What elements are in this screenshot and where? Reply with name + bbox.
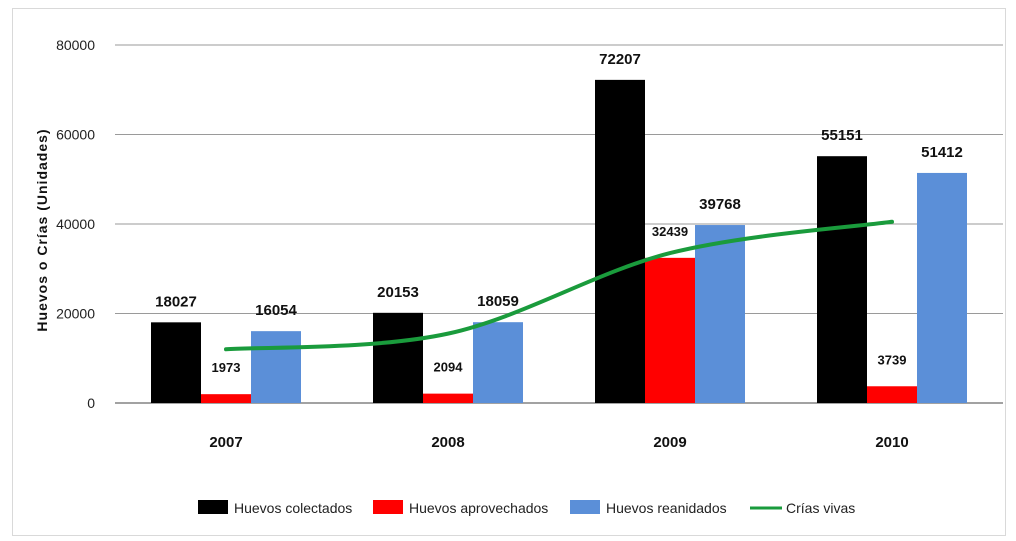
- bar-huevos-colectados: [373, 312, 423, 403]
- data-label: 1973: [212, 360, 241, 375]
- y-tick-label: 20000: [56, 306, 95, 322]
- data-label: 72207: [599, 51, 641, 68]
- bar-huevos-aprovechados: [645, 257, 695, 403]
- chart-frame: [12, 8, 1006, 536]
- bars: [151, 79, 967, 404]
- bar-huevos-aprovechados: [423, 393, 473, 403]
- legend-label: Crías vivas: [786, 500, 855, 516]
- data-label: 18059: [477, 293, 519, 310]
- legend-swatch: [198, 500, 228, 514]
- x-tick-label: 2007: [209, 434, 242, 451]
- legend-swatch: [373, 500, 403, 514]
- x-tick-labels: 2007 2008 2009 2010: [209, 434, 908, 451]
- bar-huevos-colectados: [151, 322, 201, 403]
- bar-huevos-colectados: [817, 156, 867, 403]
- legend-swatch: [570, 500, 600, 514]
- legend-label: Huevos aprovechados: [409, 500, 548, 516]
- data-label: 51412: [921, 144, 963, 161]
- y-tick-label: 80000: [56, 37, 95, 53]
- bar-huevos-aprovechados: [867, 386, 917, 403]
- data-labels: 18027 1973 16054 20153 2094 18059 72207 32439 39…: [155, 51, 963, 375]
- legend: Huevos colectados Huevos aprovechados Huev…: [198, 500, 855, 516]
- y-tick-labels: 0 20000 40000 60000 80000: [56, 37, 95, 411]
- y-tick-label: 0: [87, 395, 95, 411]
- data-label: 32439: [652, 224, 688, 239]
- legend-label: Huevos reanidados: [606, 500, 727, 516]
- line-series: [224, 219, 894, 352]
- data-label: 55151: [821, 127, 863, 144]
- data-label: 16054: [255, 302, 297, 319]
- data-label: 20153: [377, 284, 419, 301]
- bar-huevos-reanidados: [473, 322, 523, 403]
- y-tick-label: 60000: [56, 127, 95, 143]
- bar-huevos-colectados: [595, 79, 645, 404]
- bar-huevos-reanidados: [251, 331, 301, 403]
- data-label: 2094: [434, 360, 464, 375]
- bar-huevos-aprovechados: [201, 394, 251, 403]
- line-crías-vivas: [224, 219, 894, 352]
- data-label: 3739: [878, 352, 907, 367]
- x-tick-label: 2010: [875, 434, 908, 451]
- bar-huevos-reanidados: [917, 172, 967, 403]
- x-tick-label: 2008: [431, 434, 464, 451]
- x-tick-label: 2009: [653, 434, 686, 451]
- y-tick-label: 40000: [56, 216, 95, 232]
- data-label: 39768: [699, 196, 741, 213]
- data-label: 18027: [155, 293, 197, 310]
- y-axis-label: Huevos o Crías (Unidades): [34, 128, 50, 331]
- legend-label: Huevos colectados: [234, 500, 352, 516]
- bar-huevos-reanidados: [695, 225, 745, 403]
